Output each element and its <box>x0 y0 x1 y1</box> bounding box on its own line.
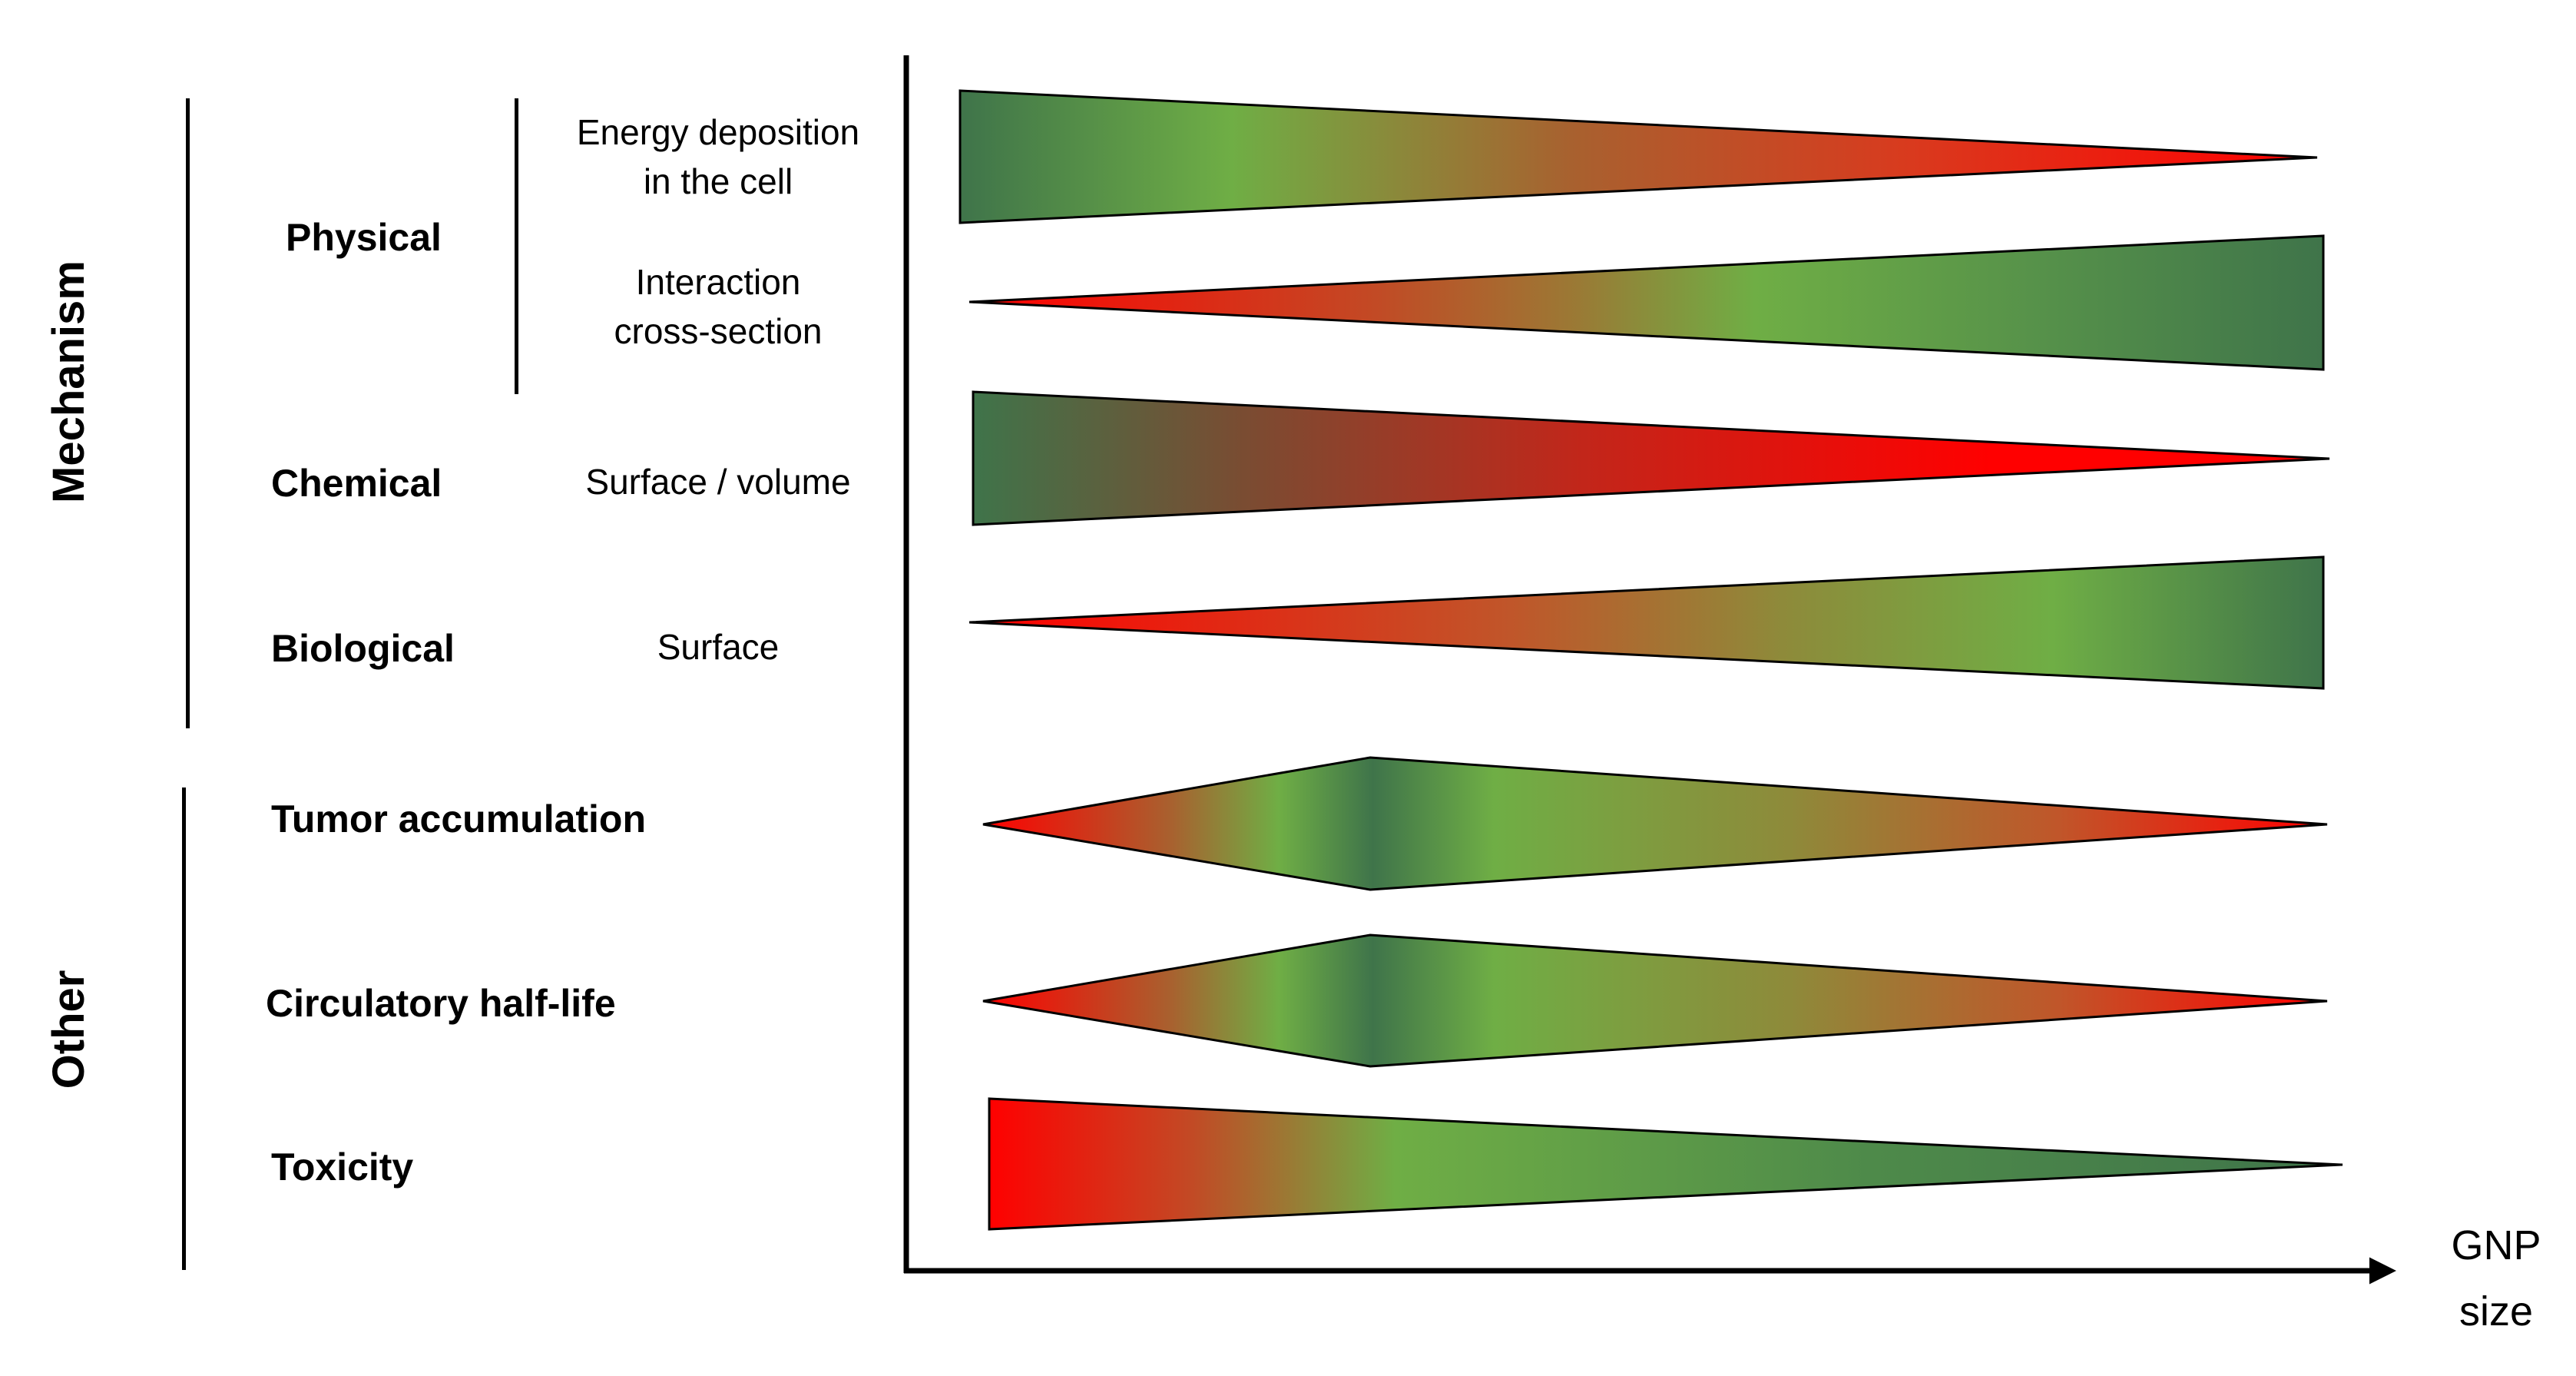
category-biological: Biological <box>271 627 455 670</box>
sublabel-interaction-line1: Interaction <box>635 262 801 302</box>
category-toxicity: Toxicity <box>271 1146 414 1189</box>
circulatory-half-life-wedge <box>982 933 2328 1068</box>
sublabel-interaction-cross-section: Interaction cross-section <box>538 257 899 356</box>
sublabel-energy-deposition: Energy deposition in the cell <box>538 108 899 206</box>
energy-deposition-wedge <box>959 89 2318 224</box>
sublabel-energy-line2: in the cell <box>643 161 793 201</box>
toxicity-wedge <box>988 1097 2343 1231</box>
category-physical: Physical <box>286 216 442 259</box>
axis-label-gnp-size: GNP size <box>2419 1212 2573 1345</box>
axis-label-line2: size <box>2458 1288 2534 1335</box>
interaction-cross-section-wedge <box>968 234 2325 371</box>
surface-wedge <box>968 555 2325 690</box>
other-bracket-line <box>182 787 186 1270</box>
sublabel-interaction-line2: cross-section <box>614 311 823 351</box>
category-tumor-accumulation: Tumor accumulation <box>271 797 647 841</box>
surface-volume-wedge <box>972 390 2330 526</box>
category-circulatory-half-life: Circulatory half-life <box>266 982 616 1025</box>
category-chemical: Chemical <box>271 462 442 505</box>
mechanism-bracket-line <box>186 98 190 728</box>
sublabel-surface-volume: Surface / volume <box>585 462 851 502</box>
sublabel-energy-line1: Energy deposition <box>576 112 860 152</box>
axis-label-line1: GNP <box>2451 1222 2541 1268</box>
tumor-accumulation-wedge <box>982 756 2328 891</box>
physical-bracket-line <box>515 98 518 394</box>
sublabel-surface: Surface <box>657 627 780 667</box>
